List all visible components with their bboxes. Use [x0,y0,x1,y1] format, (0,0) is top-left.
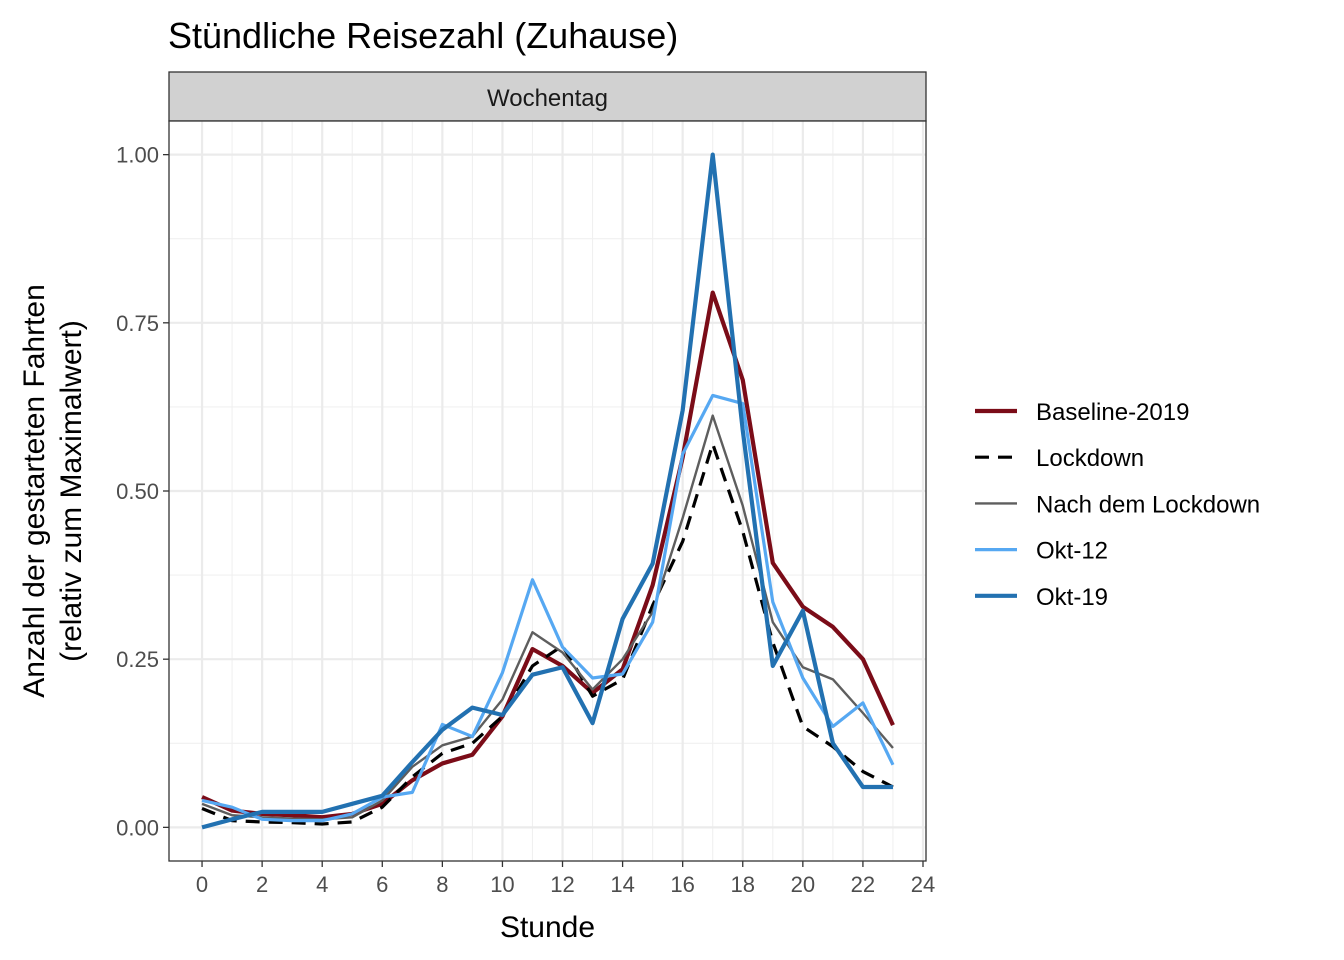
x-tick-label: 6 [376,872,388,897]
y-axis-title-line-2: (relativ zum Maximalwert) [55,320,88,662]
legend-label-okt-19: Okt-19 [1036,584,1108,611]
y-tick-label: 0.25 [116,647,159,672]
y-tick-label: 0.75 [116,311,159,336]
x-tick-label: 12 [550,872,574,897]
chart-title: Stündliche Reisezahl (Zuhause) [168,15,678,56]
x-axis: 0 2 4 6 8 10 12 14 16 18 20 22 24 [196,861,935,897]
facet-strip-background [168,71,927,122]
series-lines [201,152,895,830]
x-tick-label: 0 [196,872,208,897]
plot-panel [168,120,927,862]
y-axis: 0.00 0.25 0.50 0.75 1.00 [116,143,169,840]
x-tick-label: 2 [256,872,268,897]
x-tick-label: 16 [670,872,694,897]
x-tick-label: 8 [436,872,448,897]
x-tick-label: 4 [316,872,328,897]
series-line-okt-19 [201,152,893,830]
y-axis-title: Anzahl der gestarteten Fahrten (relativ … [18,284,88,698]
x-tick-label: 24 [911,872,935,897]
x-tick-label: 18 [731,872,755,897]
legend-label-baseline-2019: Baseline-2019 [1036,399,1189,426]
legend-label-nach-dem-lockdown: Nach dem Lockdown [1036,491,1260,518]
x-tick-label: 22 [851,872,875,897]
y-tick-label: 0.00 [116,815,159,840]
legend-label-okt-12: Okt-12 [1036,538,1108,565]
legend-label-lockdown: Lockdown [1036,445,1144,472]
x-tick-label: 10 [490,872,514,897]
y-tick-label: 0.50 [116,479,159,504]
y-axis-title-line-1: Anzahl der gestarteten Fahrten [18,284,51,698]
series-line-okt-12 [201,393,895,823]
legend: Baseline-2019 Lockdown Nach dem Lockdown Ok… [975,399,1260,611]
x-tick-label: 20 [791,872,815,897]
facet-strip: Wochentag [168,71,927,122]
x-axis-title: Stunde [500,911,595,944]
x-tick-label: 14 [610,872,634,897]
facet-strip-label: Wochentag [487,85,608,112]
y-tick-label: 1.00 [116,143,159,168]
